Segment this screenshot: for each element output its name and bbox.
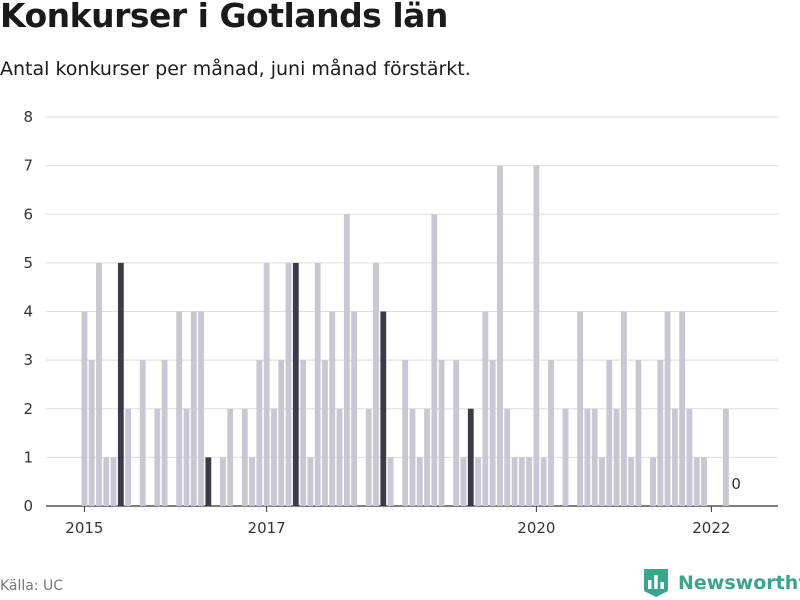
bar: [424, 408, 430, 506]
bar: [562, 408, 569, 506]
y-tick-label: 0: [23, 497, 33, 515]
bar: [679, 311, 686, 506]
bar: [300, 360, 306, 506]
bar: [453, 360, 460, 506]
x-tick-label: 2022: [692, 519, 730, 537]
chart-subtitle: Antal konkurser per månad, juni månad fö…: [0, 58, 471, 80]
bar: [518, 457, 525, 506]
y-tick-label: 8: [23, 108, 33, 126]
bar: [125, 408, 132, 506]
bar: [671, 408, 678, 506]
y-tick-label: 6: [23, 205, 33, 223]
bar: [664, 311, 671, 506]
bar: [526, 457, 532, 506]
bar: [110, 457, 117, 506]
bar: [190, 311, 197, 506]
bar: [548, 360, 554, 506]
bar: [467, 408, 474, 506]
x-tick-label: 2020: [517, 519, 555, 537]
bar: [365, 408, 372, 506]
bar: [285, 262, 292, 506]
bar: [628, 457, 635, 506]
bar-chart: 0 1 2 3 4 5 6 7 8 2015 2017 2020 2022 0: [23, 108, 778, 537]
bar: [161, 360, 168, 506]
newsworthy-chart-icon: [644, 569, 668, 597]
bar: [292, 262, 299, 506]
bar: [511, 457, 518, 506]
bar: [482, 311, 489, 506]
bar: [723, 408, 729, 506]
bar: [373, 262, 379, 506]
bar: [584, 408, 591, 506]
bar: [409, 408, 416, 506]
x-tick-label: 2015: [65, 519, 103, 537]
bar: [227, 408, 234, 506]
bar: [314, 262, 321, 506]
bar: [249, 457, 255, 506]
bar: [322, 360, 328, 506]
bar: [343, 214, 350, 506]
bar: [686, 408, 693, 506]
bar: [591, 408, 598, 506]
bar: [278, 360, 285, 506]
bar: [533, 165, 540, 506]
bar: [475, 457, 481, 506]
bar: [154, 408, 161, 506]
bar: [263, 262, 270, 506]
chart-title: Konkurser i Gotlands län: [0, 0, 448, 35]
bar: [351, 311, 358, 506]
bar: [577, 311, 584, 506]
bar: [256, 360, 263, 506]
bar: [650, 457, 656, 506]
bar: [387, 457, 394, 506]
bar: [96, 262, 102, 506]
brand-logo[interactable]: Newsworthy: [644, 569, 800, 597]
y-tick-label: 7: [23, 157, 33, 175]
bar: [103, 457, 110, 506]
bar: [438, 360, 445, 506]
bar: [139, 360, 146, 506]
y-tick-label: 5: [23, 254, 33, 272]
bar: [540, 457, 547, 506]
bar: [88, 360, 95, 506]
data-label: 0: [731, 475, 741, 493]
brand-name: Newsworthy: [678, 572, 800, 594]
bar: [620, 311, 627, 506]
bar: [606, 360, 613, 506]
bar: [635, 360, 642, 506]
bar: [329, 311, 336, 506]
bar: [380, 311, 387, 506]
bar: [402, 360, 409, 506]
bar: [693, 457, 700, 506]
bar: [176, 311, 183, 506]
bar: [205, 457, 212, 506]
source-label: Källa: UC: [0, 578, 64, 594]
bar: [431, 214, 438, 506]
y-tick-label: 1: [23, 448, 33, 466]
x-tick-label: 2017: [248, 519, 286, 537]
bar: [183, 408, 190, 506]
bar: [613, 408, 620, 506]
bar: [198, 311, 204, 506]
bar: [489, 360, 496, 506]
bar: [241, 408, 248, 506]
bar: [460, 457, 467, 506]
bar: [307, 457, 314, 506]
bar: [416, 457, 423, 506]
bar: [599, 457, 605, 506]
bar: [504, 408, 511, 506]
y-tick-label: 3: [23, 351, 33, 369]
bar: [220, 457, 226, 506]
bar: [81, 311, 88, 506]
bar: [701, 457, 707, 506]
bar: [657, 360, 664, 506]
bar: [271, 408, 277, 506]
y-tick-label: 2: [23, 400, 33, 418]
bar: [497, 165, 503, 506]
y-tick-label: 4: [23, 303, 33, 321]
bar: [336, 408, 343, 506]
bar: [117, 262, 124, 506]
